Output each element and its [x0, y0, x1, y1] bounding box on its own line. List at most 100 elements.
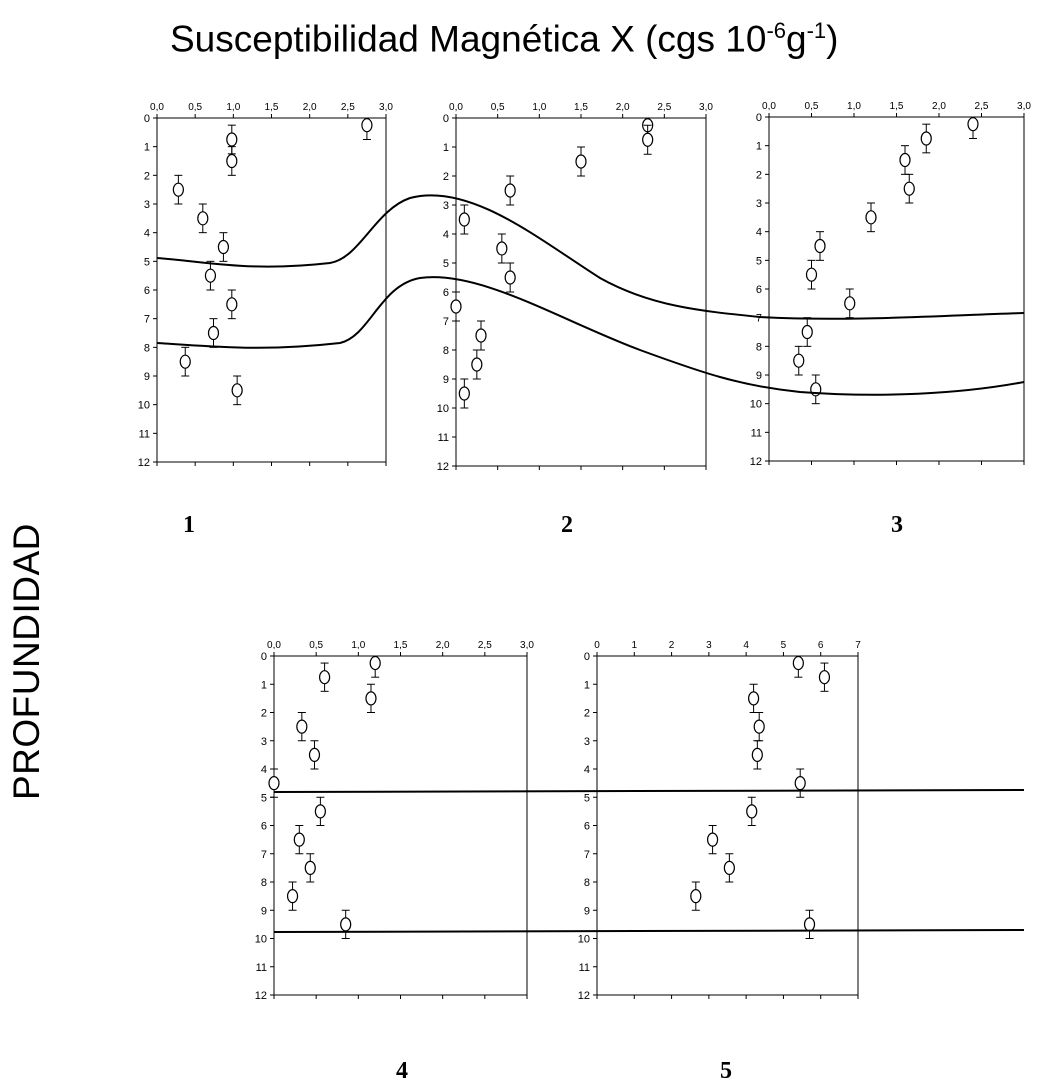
data-point: [226, 124, 238, 155]
data-point: [207, 318, 220, 348]
point-marker: [575, 154, 587, 169]
x-tick-label: 1,5: [574, 102, 588, 113]
point-marker: [207, 325, 220, 341]
point-marker: [226, 153, 238, 169]
title-exponent-1: -6: [766, 18, 787, 43]
data-point: [231, 375, 243, 406]
correlation-line-4: [273, 929, 1025, 933]
data-point: [458, 378, 470, 409]
point-marker: [496, 241, 508, 256]
y-tick-label: 7: [261, 849, 267, 861]
data-point: [319, 662, 331, 692]
y-tick-label: 2: [261, 708, 267, 720]
data-point: [814, 231, 826, 261]
point-marker: [369, 655, 381, 671]
y-tick-label: 10: [255, 934, 267, 946]
y-tick-label: 6: [144, 285, 150, 297]
point-marker: [197, 211, 209, 226]
data-point: [801, 317, 813, 347]
data-point: [793, 345, 805, 376]
y-tick-label: 2: [756, 169, 762, 181]
data-point: [706, 825, 719, 855]
point-marker: [751, 747, 763, 762]
correlation-line-1: [156, 194, 1025, 320]
plot-area-frame: [273, 655, 528, 996]
y-tick-label: 4: [261, 764, 267, 776]
y-tick-label: 10: [750, 399, 762, 411]
data-point: [314, 796, 326, 826]
y-tick-label: 3: [756, 198, 762, 210]
panel-number-4: 4: [396, 1058, 408, 1084]
data-point: [304, 853, 316, 883]
y-tick-label: 12: [437, 461, 449, 473]
point-marker: [723, 860, 735, 875]
y-tick-label: 8: [261, 877, 267, 889]
data-point: [197, 203, 209, 234]
data-point: [751, 740, 763, 770]
panel-number-1: 1: [183, 512, 195, 538]
y-tick-label: 9: [756, 370, 762, 382]
y-tick-label: 8: [144, 342, 150, 354]
x-tick-label: 0,5: [309, 640, 323, 651]
point-marker: [747, 691, 760, 706]
y-tick-label: 5: [443, 258, 449, 270]
correlation-line-2: [156, 276, 1025, 396]
x-tick-label: 3: [706, 640, 712, 651]
y-tick-label: 11: [751, 427, 762, 439]
point-marker: [818, 670, 831, 685]
point-marker: [690, 889, 702, 904]
data-point: [723, 853, 735, 883]
data-point: [226, 146, 238, 176]
y-tick-label: 2: [144, 170, 150, 182]
y-tick-label: 9: [144, 371, 150, 383]
x-tick-label: 0,5: [491, 102, 505, 113]
point-marker: [293, 832, 305, 847]
data-point: [753, 712, 765, 742]
x-tick-label: 1: [632, 640, 638, 651]
point-marker: [365, 691, 377, 706]
x-tick-label: 2,5: [975, 101, 989, 112]
y-tick-label: 1: [144, 142, 150, 154]
point-marker: [865, 210, 877, 225]
data-point: [903, 173, 915, 204]
data-point: [458, 204, 470, 235]
point-marker: [340, 917, 352, 932]
y-tick-label: 3: [261, 736, 267, 748]
point-marker: [361, 118, 373, 133]
point-marker: [471, 357, 483, 372]
y-tick-label: 7: [144, 314, 150, 326]
x-tick-label: 1,0: [532, 102, 546, 113]
point-marker: [794, 776, 806, 791]
y-tick-label: 1: [443, 142, 449, 154]
y-tick-label: 10: [138, 400, 150, 412]
data-point: [504, 175, 516, 206]
point-marker: [642, 132, 654, 147]
x-tick-label: 2,0: [932, 101, 946, 112]
y-tick-label: 10: [437, 403, 449, 415]
point-marker: [217, 239, 230, 255]
y-tick-label: 5: [144, 256, 150, 268]
point-marker: [231, 383, 243, 398]
y-tick-label: 11: [438, 432, 449, 444]
y-tick-label: 12: [578, 990, 590, 1002]
data-point: [296, 712, 308, 742]
y-tick-label: 2: [443, 171, 449, 183]
y-tick-label: 6: [261, 821, 267, 833]
point-marker: [844, 296, 856, 311]
data-point: [204, 260, 217, 291]
y-tick-label: 11: [256, 962, 267, 974]
point-marker: [803, 917, 816, 932]
data-point: [308, 740, 321, 770]
point-marker: [753, 719, 765, 734]
x-tick-label: 3,0: [379, 102, 393, 113]
y-tick-label: 8: [756, 341, 762, 353]
x-tick-label: 2,0: [303, 102, 317, 113]
y-tick-label: 11: [139, 428, 150, 440]
y-tick-label: 4: [144, 228, 150, 240]
data-point: [690, 881, 702, 911]
point-marker: [504, 270, 516, 285]
point-marker: [314, 804, 326, 819]
point-marker: [458, 212, 470, 227]
x-tick-label: 0,0: [449, 102, 463, 113]
